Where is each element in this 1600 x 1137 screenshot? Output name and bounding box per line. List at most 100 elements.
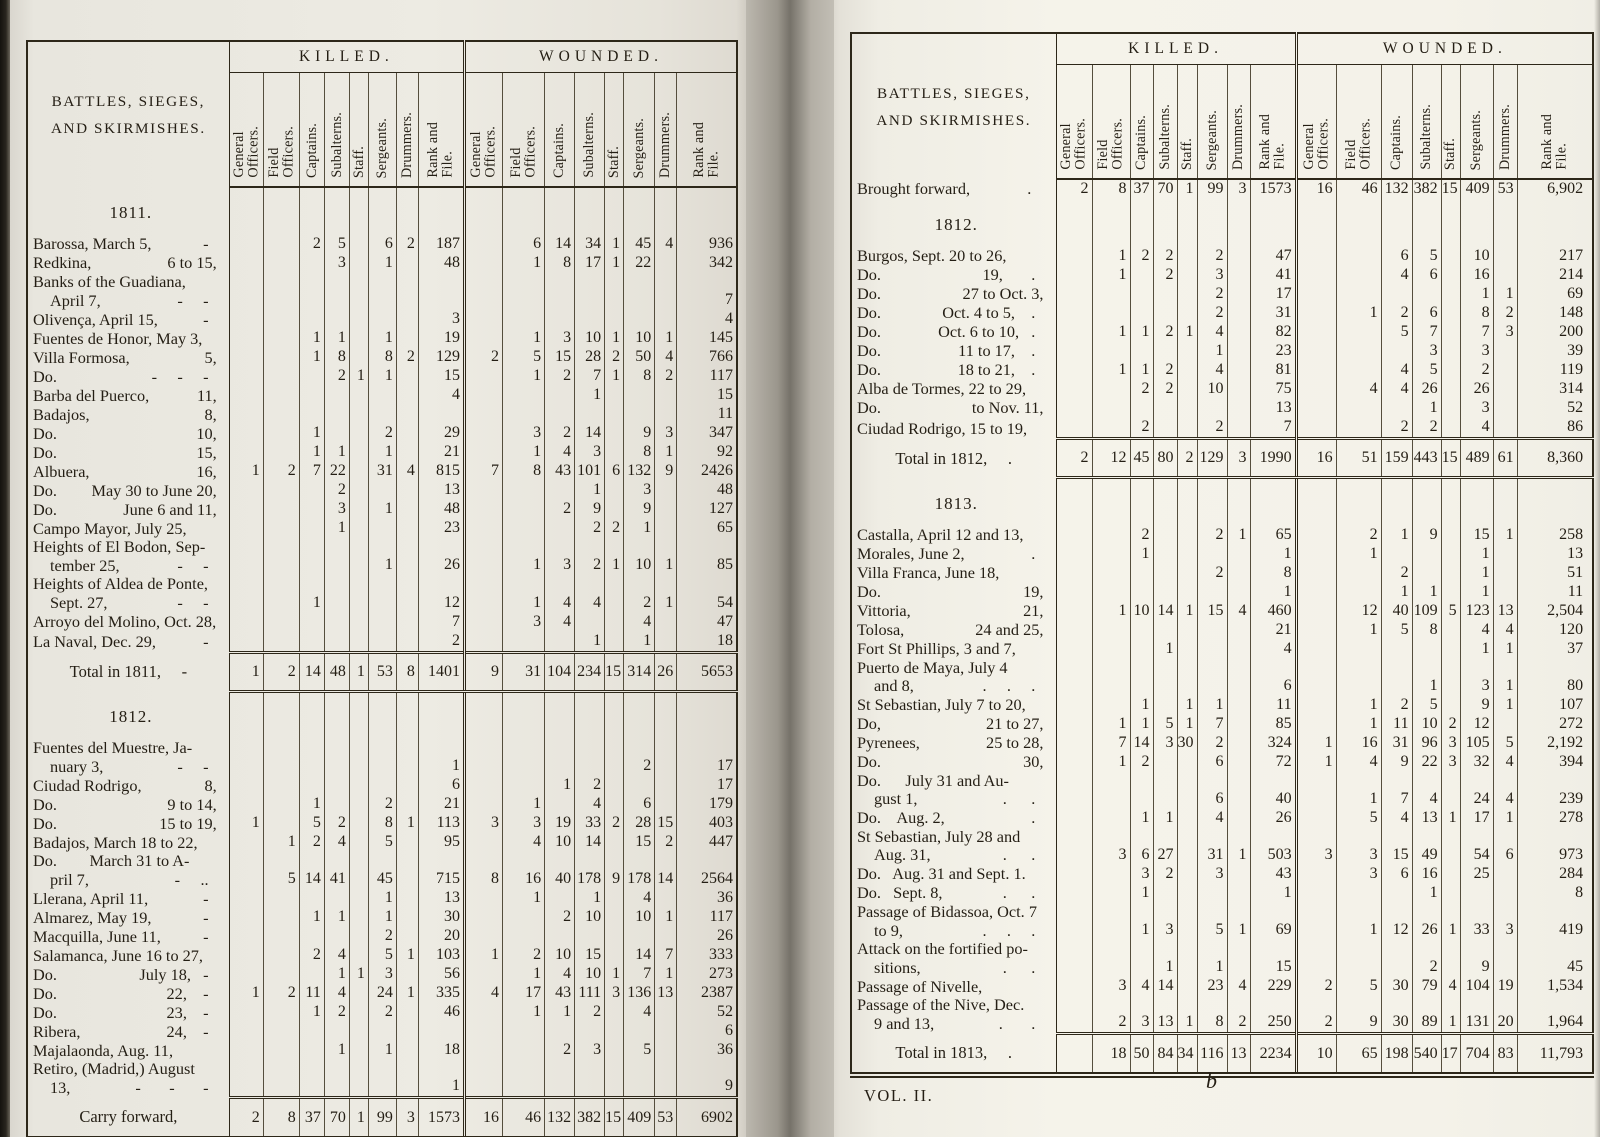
- stat-cell: 45: [1129, 437, 1153, 479]
- stat-cell: 103: [417, 946, 465, 966]
- stat-cell: [229, 575, 263, 612]
- battle-name-text: Do.: [857, 341, 881, 361]
- battle-name: Do. June 6 and 11,: [27, 500, 230, 520]
- stat-cell: [463, 631, 503, 653]
- stat-cell: [229, 310, 263, 329]
- stat-cell: [348, 481, 369, 501]
- battle-name-text: Do.: [33, 442, 57, 462]
- stat-cell: [1294, 266, 1337, 285]
- stat-cell: [1226, 808, 1250, 828]
- battle-row: Do. June 6 and 11, 3 1 48 2 9 9 127: [27, 500, 737, 520]
- stat-cell: [229, 386, 263, 405]
- stat-cell: [298, 1041, 325, 1061]
- stat-cell: 1: [348, 650, 369, 693]
- stat-cell: [367, 187, 397, 235]
- stat-cell: 1: [654, 443, 677, 463]
- stat-cell: 2: [1152, 380, 1177, 399]
- stat-cell: [1196, 884, 1227, 904]
- column-label: Subalterns.: [323, 72, 350, 188]
- stat-cell: [1091, 639, 1130, 659]
- stat-cell: [298, 310, 325, 330]
- stat-cell: 2,192: [1516, 733, 1594, 753]
- battle-name-line: Fuentes de Honor, May 3,: [33, 329, 229, 349]
- stat-cell: [654, 631, 677, 653]
- stat-cell: [463, 481, 503, 501]
- stat-cell: [1492, 342, 1518, 361]
- battle-name-line: Do. Sept. 8,. .: [857, 884, 1056, 903]
- stat-cell: 2: [1411, 418, 1442, 439]
- column-label: Field Officers.: [502, 72, 545, 188]
- stat-cell: [654, 386, 677, 406]
- stat-cell: [502, 386, 545, 406]
- battle-name-text: 9 and 13,: [874, 1014, 935, 1034]
- stat-cell: [544, 310, 575, 330]
- stat-cell: [367, 386, 397, 406]
- stat-cell: 1: [367, 254, 397, 273]
- stat-cell: 2: [604, 348, 624, 368]
- stat-cell: [348, 1022, 369, 1042]
- stat-cell: 2: [604, 519, 624, 539]
- stat-cell: [1294, 477, 1337, 526]
- stat-cell: [654, 310, 677, 330]
- stat-cell: 4: [463, 984, 503, 1004]
- battle-row: Do. Oct. 6 to 10, . 1 1 2 1 4 82 5 7 7 3 200: [851, 323, 1594, 342]
- stat-cell: 2: [298, 235, 325, 254]
- stat-cell: 1,534: [1516, 977, 1594, 997]
- stat-cell: 2: [1459, 361, 1494, 380]
- stat-cell: 2: [262, 462, 300, 482]
- stat-cell: 1: [502, 329, 545, 349]
- battle-date-text: 22, -: [166, 983, 217, 1003]
- battle-name-text: Do.: [857, 581, 881, 601]
- stat-cell: 1: [502, 795, 545, 815]
- stat-cell: [1091, 771, 1130, 809]
- battle-name-text: Heights of Aldea de Ponte,: [33, 574, 208, 594]
- battle-date-text: . .: [1002, 957, 1044, 977]
- battle-name: Do. Aug. 31 and Sept. 1.: [851, 865, 1057, 885]
- stat-cell: [1492, 582, 1518, 602]
- stat-cell: 43: [544, 462, 575, 482]
- battle-name-text: Salamanca, June 16 to 27,: [33, 945, 204, 965]
- stat-cell: 8,360: [1516, 437, 1594, 479]
- stat-cell: [1335, 199, 1382, 247]
- stat-cell: [348, 1003, 369, 1023]
- stat-cell: 1: [1335, 304, 1382, 323]
- stat-cell: 1: [502, 538, 545, 576]
- stat-cell: [1440, 582, 1461, 602]
- stat-cell: [1196, 199, 1227, 247]
- stat-cell: [1440, 639, 1461, 659]
- stat-cell: 1: [395, 814, 419, 834]
- stat-cell: 10: [574, 329, 605, 349]
- stat-cell: 1: [1335, 714, 1382, 734]
- stat-cell: 45: [367, 852, 397, 890]
- stat-cell: 2: [395, 235, 419, 254]
- year-label: 1812.: [27, 691, 230, 740]
- battle-row: Do. Oct. 4 to 5, . 2 31 1 2 6 8 2 148: [851, 304, 1594, 323]
- stat-cell: [1440, 399, 1461, 418]
- stat-cell: 26: [676, 927, 737, 947]
- battle-name-line: Alba de Tormes, 22 to 29,: [857, 380, 1056, 399]
- stat-cell: [1440, 940, 1461, 978]
- stat-cell: 2: [1380, 418, 1413, 439]
- battle-name-text: La Naval, Dec. 29,: [33, 632, 156, 652]
- battle-row: Arroyo del Molino, Oct. 28, 7 3 4 4 47: [27, 612, 737, 632]
- stat-cell: 1: [1152, 639, 1177, 659]
- stat-cell: 40: [1380, 601, 1413, 621]
- stat-cell: [1335, 247, 1382, 266]
- stat-cell: 10: [574, 965, 605, 985]
- stat-cell: 17: [502, 984, 545, 1004]
- battle-name-text: Do.: [857, 752, 881, 772]
- wounded-group-header: WOUNDED.: [463, 41, 737, 73]
- stat-cell: 4: [654, 348, 677, 368]
- stat-cell: [1056, 621, 1092, 640]
- stat-cell: [1440, 285, 1461, 304]
- stat-cell: [604, 691, 624, 740]
- stat-cell: [604, 187, 624, 235]
- stat-cell: 8: [1459, 304, 1494, 323]
- stat-cell: [1176, 808, 1197, 828]
- column-label-text: Field Officers.: [1342, 118, 1374, 170]
- stat-cell: [1226, 199, 1250, 247]
- stat-cell: 5: [1196, 903, 1227, 941]
- column-label-text: Field Officers.: [1095, 118, 1126, 170]
- stat-cell: 2: [1152, 323, 1177, 342]
- stat-cell: 132: [544, 1096, 575, 1137]
